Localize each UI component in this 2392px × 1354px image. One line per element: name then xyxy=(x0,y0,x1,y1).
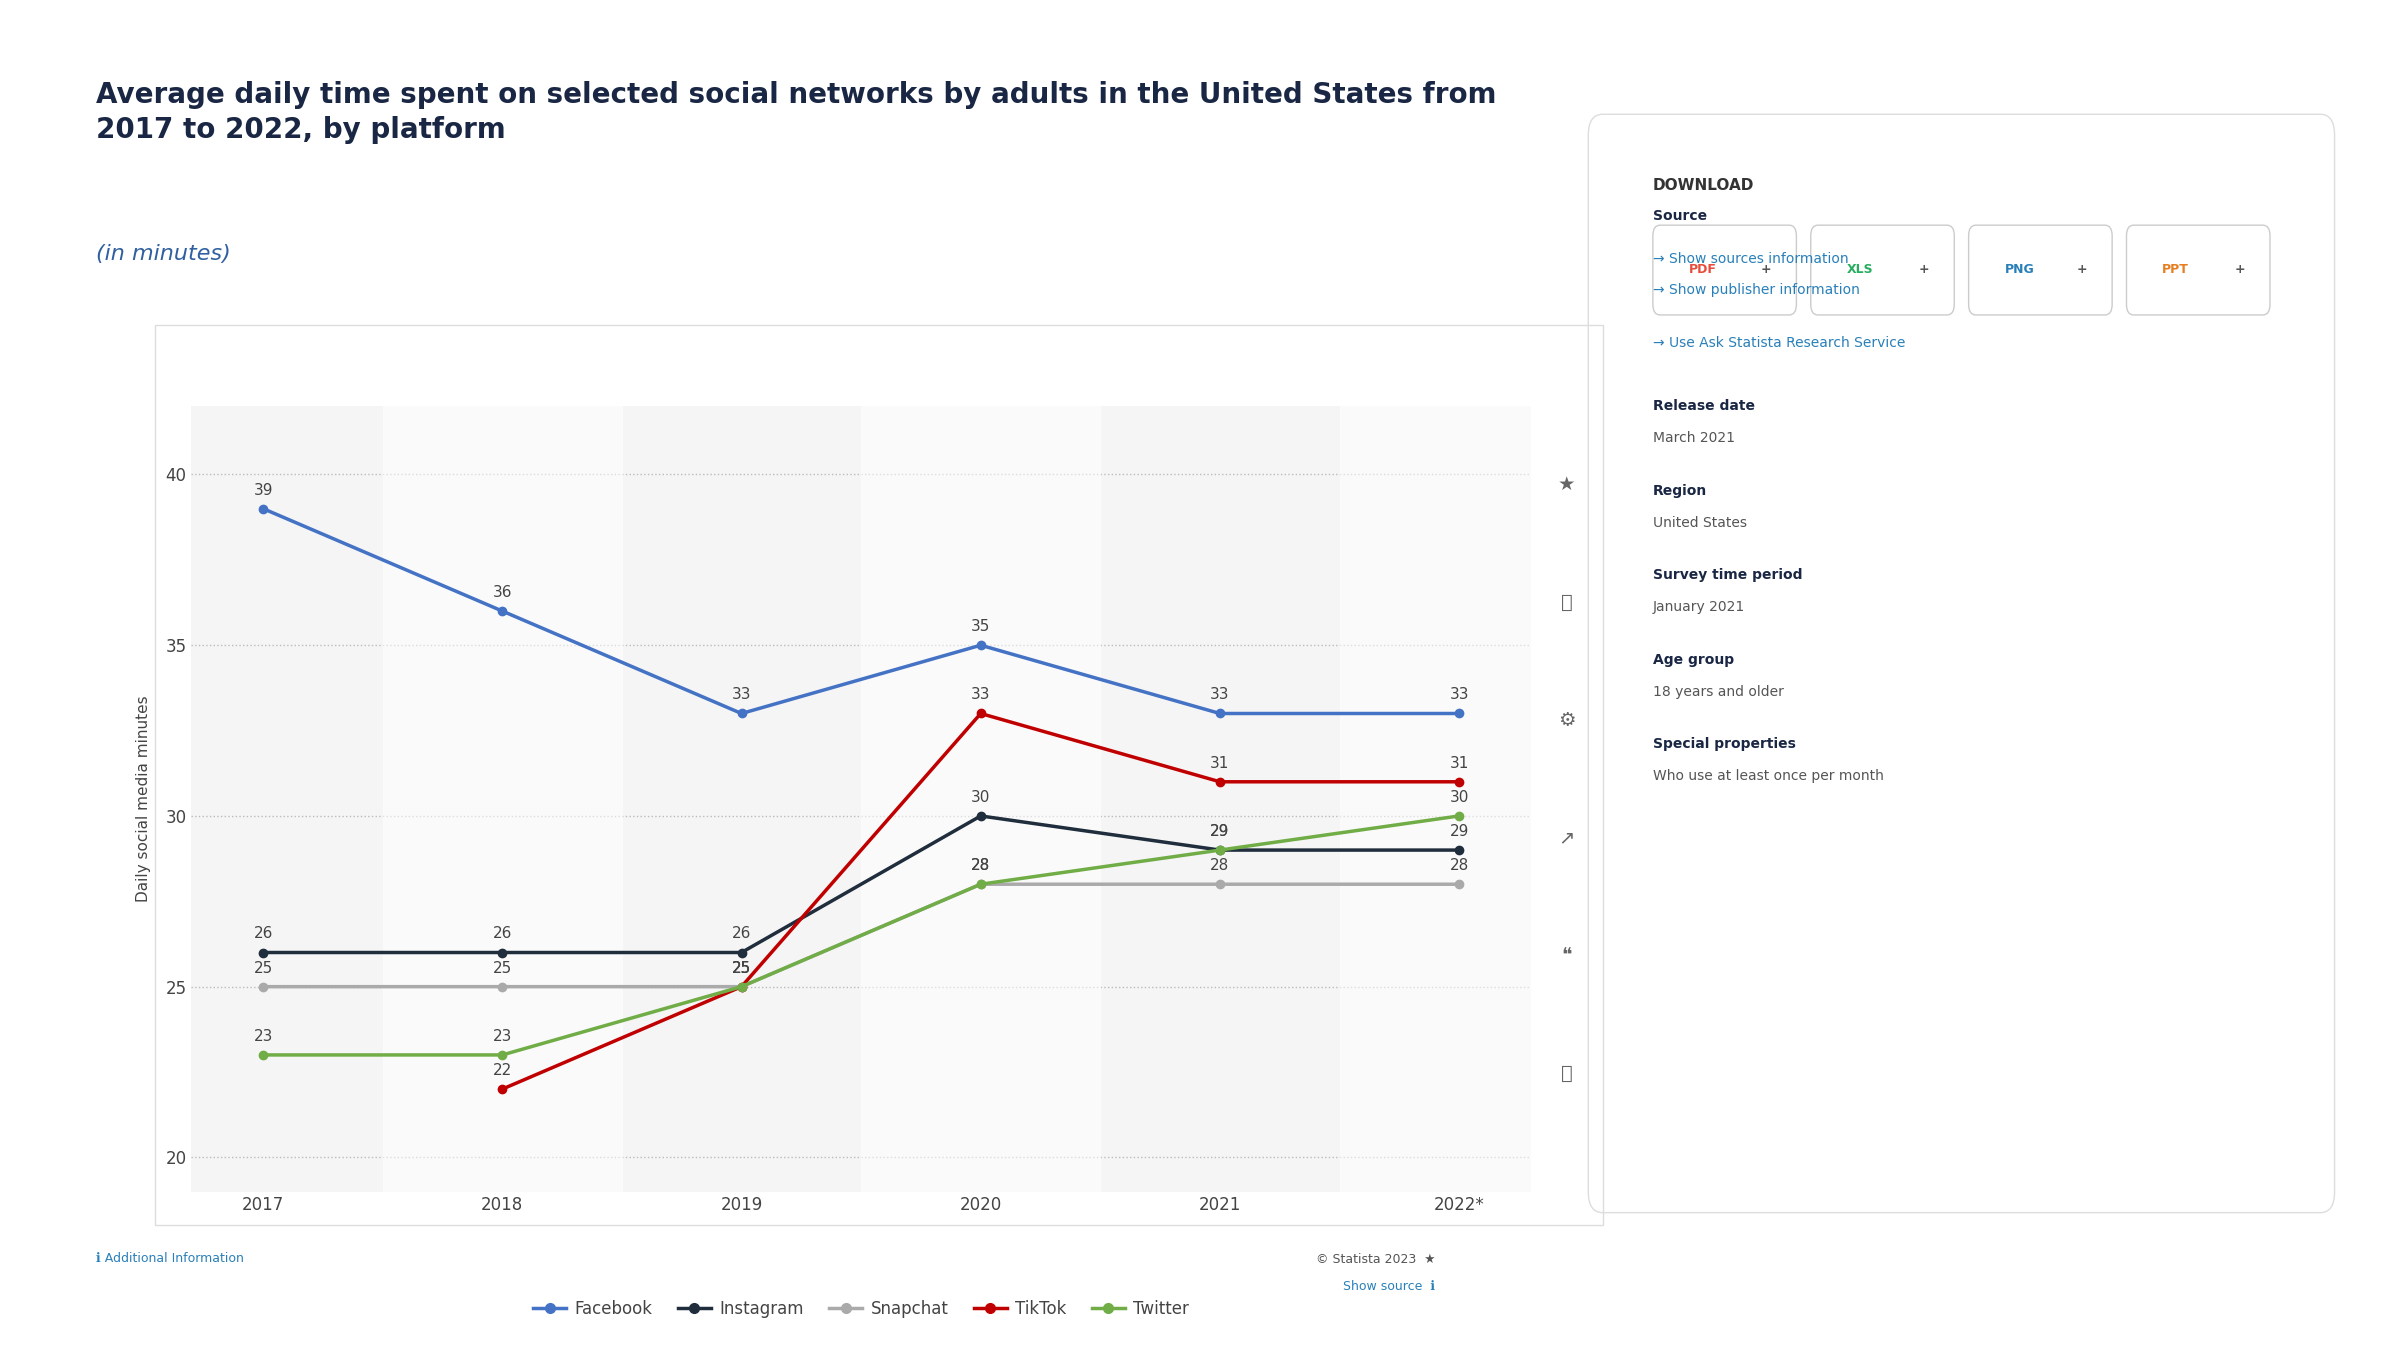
Text: 25: 25 xyxy=(732,960,751,975)
Text: 28: 28 xyxy=(971,858,990,873)
Text: Who use at least once per month: Who use at least once per month xyxy=(1653,769,1885,783)
Text: 30: 30 xyxy=(1450,789,1469,804)
Text: PNG: PNG xyxy=(2004,263,2033,276)
Text: → Show publisher information: → Show publisher information xyxy=(1653,283,1859,298)
FancyBboxPatch shape xyxy=(1969,225,2112,315)
Text: 31: 31 xyxy=(1450,756,1469,770)
Text: Special properties: Special properties xyxy=(1653,738,1796,751)
Text: Region: Region xyxy=(1653,483,1708,498)
Text: 26: 26 xyxy=(493,926,512,941)
Text: 25: 25 xyxy=(732,960,751,975)
Text: Age group: Age group xyxy=(1653,653,1734,668)
Text: © Statista 2023  ★: © Statista 2023 ★ xyxy=(1316,1252,1435,1266)
FancyBboxPatch shape xyxy=(1653,225,1796,315)
Text: 23: 23 xyxy=(493,1029,512,1044)
Text: 33: 33 xyxy=(1450,688,1469,703)
Text: Average daily time spent on selected social networks by adults in the United Sta: Average daily time spent on selected soc… xyxy=(96,81,1495,144)
Text: 29: 29 xyxy=(1210,825,1229,839)
Text: 33: 33 xyxy=(1210,688,1229,703)
Text: 25: 25 xyxy=(493,960,512,975)
Text: XLS: XLS xyxy=(1847,263,1873,276)
Text: Show source  ℹ: Show source ℹ xyxy=(1342,1280,1435,1293)
Text: 30: 30 xyxy=(971,789,990,804)
FancyBboxPatch shape xyxy=(2126,225,2270,315)
Text: 39: 39 xyxy=(254,482,273,497)
Text: +: + xyxy=(2076,263,2086,276)
Text: DOWNLOAD: DOWNLOAD xyxy=(1653,177,1753,192)
Bar xyxy=(861,406,1100,1192)
Text: ⚙: ⚙ xyxy=(1557,711,1576,730)
Text: +: + xyxy=(1761,263,1770,276)
Text: PDF: PDF xyxy=(1689,263,1717,276)
Text: 36: 36 xyxy=(493,585,512,600)
Text: 28: 28 xyxy=(1450,858,1469,873)
Text: 28: 28 xyxy=(971,858,990,873)
Text: Release date: Release date xyxy=(1653,399,1756,413)
Text: ℹ Additional Information: ℹ Additional Information xyxy=(96,1252,244,1266)
Text: Source: Source xyxy=(1653,210,1708,223)
Y-axis label: Daily social media minutes: Daily social media minutes xyxy=(136,696,151,902)
FancyBboxPatch shape xyxy=(1811,225,1954,315)
Text: 18 years and older: 18 years and older xyxy=(1653,685,1784,699)
Bar xyxy=(383,406,622,1192)
Text: 31: 31 xyxy=(1210,756,1229,770)
Text: +: + xyxy=(1918,263,1928,276)
Text: 25: 25 xyxy=(254,960,273,975)
Bar xyxy=(1340,406,1579,1192)
Text: 22: 22 xyxy=(493,1063,512,1078)
Text: 35: 35 xyxy=(971,619,990,634)
Text: 33: 33 xyxy=(971,688,990,703)
Text: ★: ★ xyxy=(1557,475,1576,494)
Text: ↗: ↗ xyxy=(1560,829,1574,848)
Text: United States: United States xyxy=(1653,516,1746,529)
Text: January 2021: January 2021 xyxy=(1653,600,1746,615)
Text: 29: 29 xyxy=(1210,825,1229,839)
Text: +: + xyxy=(2234,263,2244,276)
Text: Survey time period: Survey time period xyxy=(1653,569,1804,582)
FancyBboxPatch shape xyxy=(1588,114,2335,1213)
Text: 🖨: 🖨 xyxy=(1562,1064,1572,1083)
Text: 🔔: 🔔 xyxy=(1562,593,1572,612)
Legend: Facebook, Instagram, Snapchat, TikTok, Twitter: Facebook, Instagram, Snapchat, TikTok, T… xyxy=(526,1293,1196,1324)
Text: → Show sources information: → Show sources information xyxy=(1653,252,1849,265)
Text: 25: 25 xyxy=(732,960,751,975)
Text: 26: 26 xyxy=(254,926,273,941)
Text: 33: 33 xyxy=(732,688,751,703)
Text: 29: 29 xyxy=(1450,825,1469,839)
Text: ❝: ❝ xyxy=(1562,946,1572,965)
Text: 28: 28 xyxy=(1210,858,1229,873)
Text: PPT: PPT xyxy=(2162,263,2189,276)
Text: March 2021: March 2021 xyxy=(1653,431,1734,445)
Text: 26: 26 xyxy=(732,926,751,941)
Text: (in minutes): (in minutes) xyxy=(96,244,230,264)
Text: 23: 23 xyxy=(254,1029,273,1044)
Text: → Use Ask Statista Research Service: → Use Ask Statista Research Service xyxy=(1653,336,1906,351)
